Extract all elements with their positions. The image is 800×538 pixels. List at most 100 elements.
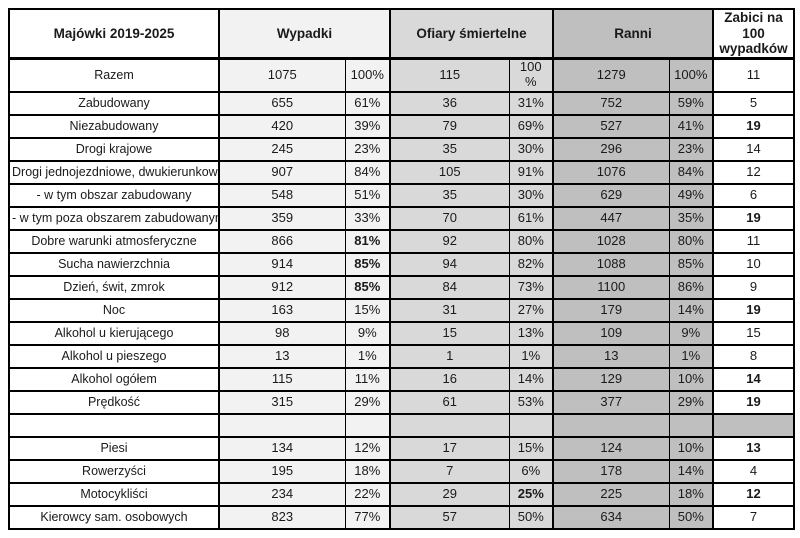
table-cell: 11% [344,366,391,392]
table-cell: 7 [389,458,510,484]
table-row: Kierowcy sam. osobowych 823 77% 57 50% 634 50%… [8,504,795,530]
table-cell: 29% [668,389,714,415]
table-cell: 92 [389,228,510,254]
table-cell: 178 [552,458,670,484]
table-cell: 234 [218,481,346,507]
table-row: Niezabudowany 420 39% 79 69% 527 41% 19 [8,113,795,139]
table-cell: 115 [389,57,510,93]
table-row: Piesi 134 12% 17 15% 124 10% 13 [8,435,795,461]
table-cell: 61 [389,389,510,415]
table-cell: 14% [508,366,554,392]
table-cell: 124 [552,435,670,461]
table-cell: 22% [344,481,391,507]
table-cell: 19 [712,389,795,415]
table-cell: 29% [344,389,391,415]
row-label: Kierowcy sam. osobowych [8,504,220,530]
table-cell: 84% [668,159,714,185]
table-cell: 1076 [552,159,670,185]
table-cell: 77% [344,504,391,530]
table-cell: 912 [218,274,346,300]
table-cell: 98 [218,320,346,346]
table-cell: 79 [389,113,510,139]
table-cell: 4 [712,458,795,484]
table-cell: 69% [508,113,554,139]
table-cell: 53% [508,389,554,415]
table-cell: 823 [218,504,346,530]
table-cell: 6 [712,182,795,208]
table-cell: 15 [389,320,510,346]
table-cell: 105 [389,159,510,185]
table-cell: 16 [389,366,510,392]
statistics-table: Majówki 2019-2025 Wypadki Ofiary śmierte… [8,7,796,530]
table-cell: 634 [552,504,670,530]
table-cell [344,412,391,438]
table-cell: 1% [344,343,391,369]
table-cell: 12 [712,159,795,185]
table-row: Dzień, świt, zmrok 912 85% 84 73% 1100 86% 9 [8,274,795,300]
table-cell: 1088 [552,251,670,277]
table-cell: 1075 [218,57,346,93]
table-cell: 7 [712,504,795,530]
table-cell: 36 [389,90,510,116]
table-cell [668,412,714,438]
table-cell: 19 [712,205,795,231]
table-cell: 15% [508,435,554,461]
table-cell [389,412,510,438]
table-cell: 225 [552,481,670,507]
table-cell: 86% [668,274,714,300]
row-label: - w tym obszar zabudowany [8,182,220,208]
table-cell: 84 [389,274,510,300]
row-label: Drogi jednojezdniowe, dwukierunkowe [8,159,220,185]
table-cell: 91% [508,159,554,185]
table-cell: 296 [552,136,670,162]
table-row: Sucha nawierzchnia 914 85% 94 82% 1088 85% 10 [8,251,795,277]
table-row: - w tym obszar zabudowany 548 51% 35 30% 629 4… [8,182,795,208]
table-cell: 1% [508,343,554,369]
row-label: Alkohol u pieszego [8,343,220,369]
table-cell: 1279 [552,57,670,93]
table-cell: 23% [668,136,714,162]
header-title: Majówki 2019-2025 [8,7,220,60]
table-cell: 33% [344,205,391,231]
table-cell: 163 [218,297,346,323]
header-row: Majówki 2019-2025 Wypadki Ofiary śmierte… [8,7,795,60]
table-cell: 134 [218,435,346,461]
table-cell: 27% [508,297,554,323]
table-cell: 18% [668,481,714,507]
row-label: Alkohol ogółem [8,366,220,392]
table-cell: 245 [218,136,346,162]
table-cell: 447 [552,205,670,231]
row-label: Rowerzyści [8,458,220,484]
table-cell: 82% [508,251,554,277]
table-cell: 73% [508,274,554,300]
table-cell: 31% [508,90,554,116]
table-cell: 61% [508,205,554,231]
table-cell: 13 [218,343,346,369]
table-cell: 94 [389,251,510,277]
table-cell: 179 [552,297,670,323]
table-cell: 49% [668,182,714,208]
table-cell: 752 [552,90,670,116]
table-cell: 85% [668,251,714,277]
table-cell: 527 [552,113,670,139]
table-cell: 11 [712,57,795,93]
table-cell: 61% [344,90,391,116]
table-cell: 35 [389,182,510,208]
row-label: Alkohol u kierującego [8,320,220,346]
row-label: Drogi krajowe [8,136,220,162]
table-cell: 1% [668,343,714,369]
table-cell: 109 [552,320,670,346]
table-row [8,412,795,438]
table-row: Drogi jednojezdniowe, dwukierunkowe 907 84… [8,159,795,185]
table-cell: 80% [508,228,554,254]
table-cell: 655 [218,90,346,116]
header-wypadki: Wypadki [217,7,391,60]
table-row: Alkohol ogółem 115 11% 16 14% 129 10% 14 [8,366,795,392]
table-cell: 100 % [508,57,554,93]
table-cell: 13 [552,343,670,369]
table-cell: 41% [668,113,714,139]
table-row: Motocykliści 234 22% 29 25% 225 18% 12 [8,481,795,507]
table-cell: 14% [668,297,714,323]
table-row: Alkohol u pieszego 13 1% 1 1% 13 1% 8 [8,343,795,369]
